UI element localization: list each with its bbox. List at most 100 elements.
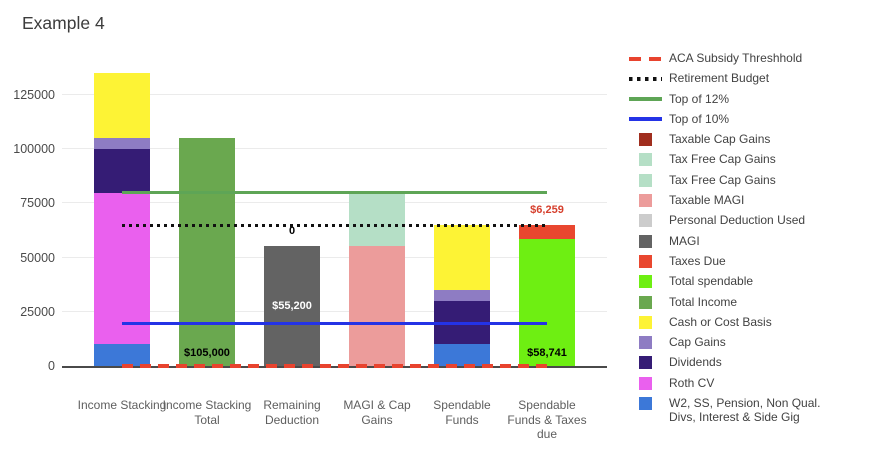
bar-segment-dividends[interactable] [94, 149, 150, 193]
legend-item-magi: MAGI [629, 233, 847, 249]
legend-square-swatch [639, 275, 652, 289]
bar-segment-taxable-magi[interactable] [349, 246, 405, 366]
bar-annotation: $58,741 [527, 347, 567, 359]
y-tick-label-75000: 75000 [20, 196, 55, 211]
bar-segment-tax-free-cap-gains[interactable] [349, 192, 405, 247]
legend-swatch-container [629, 173, 662, 187]
x-axis-label-remaining-deduction: Remaining Deduction [263, 398, 321, 427]
x-axis-label-income-stacking: Income Stacking [77, 398, 167, 412]
bar-segment-magi[interactable] [264, 246, 320, 366]
bar-segment-total-income[interactable] [179, 138, 235, 366]
legend-square-swatch [639, 254, 652, 268]
legend-item-taxable-magi: Taxable MAGI [629, 194, 847, 208]
bar-segment-w2-ss-pension-non-qual-divs-interest-side-gig[interactable] [434, 344, 490, 366]
gridline-100000 [62, 148, 607, 150]
legend-square-swatch [639, 315, 652, 329]
legend-swatch-container [629, 336, 662, 350]
legend-label: Taxable MAGI [669, 193, 745, 208]
legend-square-swatch [639, 194, 652, 208]
legend-square-swatch [639, 376, 652, 390]
legend-label: Total spendable [669, 274, 754, 289]
legend-swatch-container [629, 356, 662, 370]
legend-square-swatch [639, 214, 652, 228]
legend-label: Cap Gains [669, 335, 726, 350]
gridline-50000 [62, 256, 607, 258]
chart-title: Example 4 [22, 13, 105, 33]
legend-item-total-spendable: Total spendable [629, 275, 847, 289]
legend-label: MAGI [669, 233, 700, 248]
legend-item-tax-free-cap-gains: Tax Free Cap Gains [629, 153, 847, 167]
y-tick-label-0: 0 [48, 359, 55, 373]
legend-swatch-container [629, 194, 662, 208]
legend-square-swatch [639, 133, 652, 147]
legend-label: Tax Free Cap Gains [669, 172, 776, 187]
bar-annotation: 0 [288, 225, 296, 238]
bar-segment-cap-gains[interactable] [94, 138, 150, 150]
y-tick-label-125000: 125000 [13, 88, 55, 102]
legend-label: Personal Deduction Used [669, 213, 806, 228]
legend-swatch-container [629, 113, 662, 122]
legend-label: W2, SS, Pension, Non Qual. Divs, Interes… [669, 396, 821, 424]
legend-label: Top of 10% [669, 111, 730, 126]
y-tick-label-25000: 25000 [20, 304, 55, 319]
legend-item-cash-or-cost-basis: Cash or Cost Basis [629, 314, 847, 330]
x-axis-label-spendable-funds-taxes-due: Spendable Funds & Taxes due [507, 398, 587, 441]
legend: ACA Subsidy Threshhold Retirement Budget T… [629, 51, 847, 431]
legend-item-taxable-cap-gains: Taxable Cap Gains [629, 133, 847, 147]
legend-item-tax-free-cap-gains: Tax Free Cap Gains [629, 172, 847, 188]
legend-label: Cash or Cost Basis [669, 314, 772, 329]
legend-item-w2-ss-pension-non-qual-divs-interest-side-gig: W2, SS, Pension, Non Qual. Divs, Interes… [629, 396, 847, 424]
y-tick-label-50000: 50000 [20, 250, 55, 265]
gridline-75000 [62, 202, 607, 204]
legend-swatch-container [629, 397, 662, 411]
bar-segment-total-spendable[interactable] [519, 238, 575, 366]
legend-swatch-container [629, 376, 662, 390]
legend-square-swatch [639, 234, 652, 248]
x-axis-label-magi-cap-gains: MAGI & Cap Gains [343, 398, 411, 427]
legend-label: Retirement Budget [669, 71, 770, 86]
y-tick-label-100000: 100000 [13, 142, 55, 157]
bar-segment-roth-cv[interactable] [94, 192, 150, 345]
bar-annotation: $55,200 [272, 300, 312, 313]
legend-item-top-of-12: Top of 12% [629, 92, 847, 107]
bar-segment-cap-gains[interactable] [434, 290, 490, 301]
legend-swatch-container [629, 93, 662, 102]
x-axis-label-income-stacking-total: Income Stacking Total [162, 398, 252, 427]
legend-line-swatch [629, 76, 662, 81]
legend-label: Taxable Cap Gains [669, 132, 771, 147]
bar-segment-cash-or-cost-basis[interactable] [434, 225, 490, 291]
legend-item-total-income: Total Income [629, 294, 847, 310]
gridline-125000 [62, 94, 607, 95]
legend-label: Roth CV [669, 375, 715, 390]
legend-item-roth-cv: Roth CV [629, 375, 847, 391]
legend-swatch-container [629, 153, 662, 167]
threshold-line-aca-subsidy-threshhold [122, 364, 547, 368]
legend-line-swatch [629, 97, 662, 102]
legend-label: Taxes Due [669, 253, 726, 268]
legend-item-top-of-10: Top of 10% [629, 111, 847, 127]
bar-segment-w2-ss-pension-non-qual-divs-interest-side-gig[interactable] [94, 344, 150, 366]
legend-square-swatch [639, 173, 652, 187]
legend-square-swatch [639, 295, 652, 309]
legend-label: Dividends [669, 355, 722, 370]
bar-segment-cash-or-cost-basis[interactable] [94, 73, 150, 139]
bar-segment-taxes-due[interactable] [519, 225, 575, 239]
x-axis-label-spendable-funds: Spendable Funds [433, 398, 491, 427]
legend-label: Tax Free Cap Gains [669, 152, 776, 167]
gridline-25000 [62, 310, 607, 312]
threshold-line-retirement-budget [122, 223, 547, 227]
y-axis-labels: 0 25000 50000 75000 100000 125000 [0, 55, 55, 373]
legend-item-personal-deduction-used: Personal Deduction Used [629, 214, 847, 228]
legend-swatch-container [629, 72, 662, 81]
legend-line-swatch [629, 117, 662, 122]
bar-annotation: $105,000 [184, 347, 230, 359]
legend-label: Total Income [669, 294, 738, 309]
legend-item-dividends: Dividends [629, 356, 847, 370]
legend-label: ACA Subsidy Threshhold [669, 51, 803, 65]
legend-line-swatch [629, 56, 662, 61]
legend-swatch-container [629, 214, 662, 228]
legend-item-retirement-budget: Retirement Budget [629, 72, 847, 86]
legend-swatch-container [629, 234, 662, 248]
bar-annotation: $6,259 [530, 204, 564, 217]
legend-square-swatch [639, 336, 652, 350]
